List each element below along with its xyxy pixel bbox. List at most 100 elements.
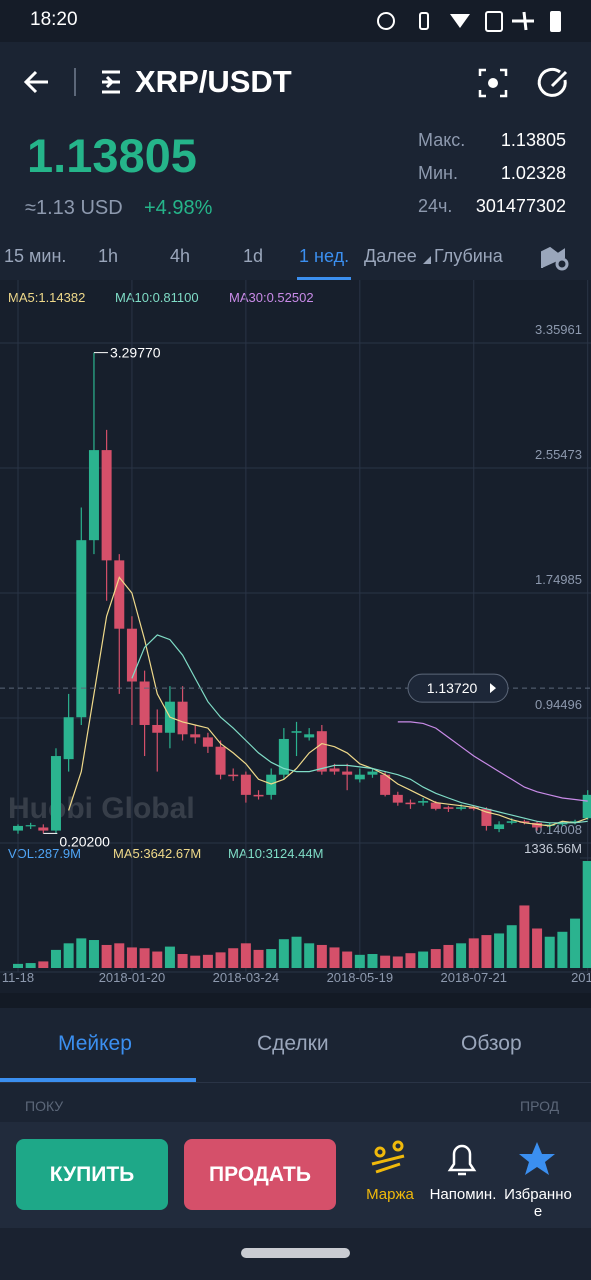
volume-bar (13, 963, 23, 968)
nav-favorites[interactable]: Избранное (504, 1186, 572, 1220)
interval-tab[interactable]: 1d (243, 246, 264, 266)
interval-tab-active[interactable]: 1 нед. (299, 246, 350, 266)
interval-tab[interactable]: 15 мин. (4, 246, 67, 266)
ma-line (131, 634, 588, 824)
candle-body (354, 774, 365, 780)
menu-button[interactable] (102, 70, 120, 94)
candle-body (380, 774, 391, 795)
x-tick-label: 11-18 (2, 970, 34, 985)
volume-bar (418, 951, 429, 968)
candle-body (152, 724, 163, 733)
volume-bar (570, 918, 581, 968)
ma-line (397, 721, 588, 802)
volume-bar (152, 951, 163, 968)
nav-margin[interactable]: Маржа (366, 1186, 414, 1203)
candle-body (405, 802, 416, 805)
header-icons (23, 68, 120, 96)
candle-body (342, 771, 353, 775)
volume-bar (190, 955, 201, 968)
volume-bar (278, 939, 289, 968)
candle-body (532, 822, 543, 828)
candle-body (544, 824, 555, 826)
candle-body (494, 824, 505, 830)
x-tick-label: 2018-01-20 (99, 970, 166, 985)
volume-bar (25, 963, 36, 968)
last-price-bubble (407, 673, 509, 703)
interval-tab[interactable]: 1h (98, 246, 119, 266)
volume-bar (50, 949, 61, 968)
volume-bar (38, 961, 49, 968)
volume-bar (202, 954, 213, 968)
volume-label: MA5:3642.67M (113, 846, 201, 861)
candle-body (25, 825, 36, 827)
tab[interactable]: Сделки (257, 1032, 329, 1055)
candle-body (304, 734, 315, 738)
interval-tab[interactable]: Далее (364, 246, 417, 266)
nav-alerts[interactable]: Напомин. (429, 1186, 497, 1203)
candle-body (63, 717, 74, 760)
candle-body (430, 802, 441, 809)
interval-tab[interactable]: 4h (170, 246, 191, 266)
volume-bar (354, 954, 365, 968)
active-indicator (297, 277, 351, 280)
volume-bar (380, 955, 391, 968)
volume-bar (76, 938, 87, 968)
volume-bar (506, 925, 517, 968)
volume-bar (228, 948, 239, 968)
candle-body (190, 734, 201, 738)
y-tick-label: 2.55473 (535, 447, 582, 462)
volume-bar (88, 940, 99, 968)
candle-body (456, 807, 467, 809)
header-actions (478, 67, 568, 98)
last-price-arrow (490, 683, 496, 694)
home-pill[interactable] (241, 1248, 350, 1258)
candle-body (316, 731, 327, 772)
tab-active[interactable]: Мейкер (58, 1032, 132, 1055)
chart-settings[interactable] (540, 244, 570, 272)
buy-button[interactable]: КУПИТЬ (16, 1139, 168, 1210)
back-button[interactable] (23, 70, 48, 94)
candle-body (88, 450, 99, 541)
candle-body (329, 768, 340, 772)
volume-bar (266, 949, 277, 968)
volume-bar (114, 943, 125, 968)
pair-title: XRP/USDT (135, 64, 292, 99)
candle-body (228, 774, 239, 777)
column-header: ПОКУ (25, 1098, 64, 1114)
share-button[interactable] (537, 67, 568, 97)
divider (0, 1082, 591, 1083)
volume-bar (342, 951, 353, 968)
candle-body (202, 737, 213, 747)
volume-bar (177, 954, 188, 968)
volume-bar (405, 953, 416, 968)
indicator-label: MA5:1.14382 (8, 290, 85, 305)
volume-bar (519, 905, 530, 968)
order-book-panel: Мейкер Сделки Обзор ПОКУ ПРОД (0, 1008, 591, 1122)
tab-underline (0, 1078, 196, 1082)
y-tick-label: 1.74985 (535, 572, 582, 587)
sell-button[interactable]: ПРОДАТЬ (184, 1139, 336, 1210)
interval-bar (0, 240, 591, 280)
volume-bar (164, 946, 175, 968)
header: XRP/USDT 1.13805 ≈1.13 USD +4.98% Макс. … (0, 42, 591, 242)
candle-body (468, 807, 479, 809)
candle-body (240, 774, 251, 795)
depth-tab[interactable]: Глубина (434, 246, 503, 266)
volume-bar (367, 954, 378, 968)
volume-bar (329, 947, 340, 968)
stat-label: Мин. (418, 163, 458, 183)
last-price: 1.13805 (27, 129, 197, 182)
volume-bar (392, 956, 403, 968)
volume-bar (304, 943, 315, 968)
screenshot-button[interactable] (478, 68, 508, 98)
stat-label: Макс. (418, 130, 466, 150)
volume-bar (215, 952, 226, 968)
volume-label: MA10:3124.44M (228, 846, 323, 861)
volume-bar (468, 938, 479, 968)
candle-body (177, 701, 188, 735)
candle-body (582, 794, 591, 819)
tab[interactable]: Обзор (461, 1032, 522, 1055)
high-label: 3.29770 (110, 345, 161, 361)
volume-bar (63, 943, 74, 968)
